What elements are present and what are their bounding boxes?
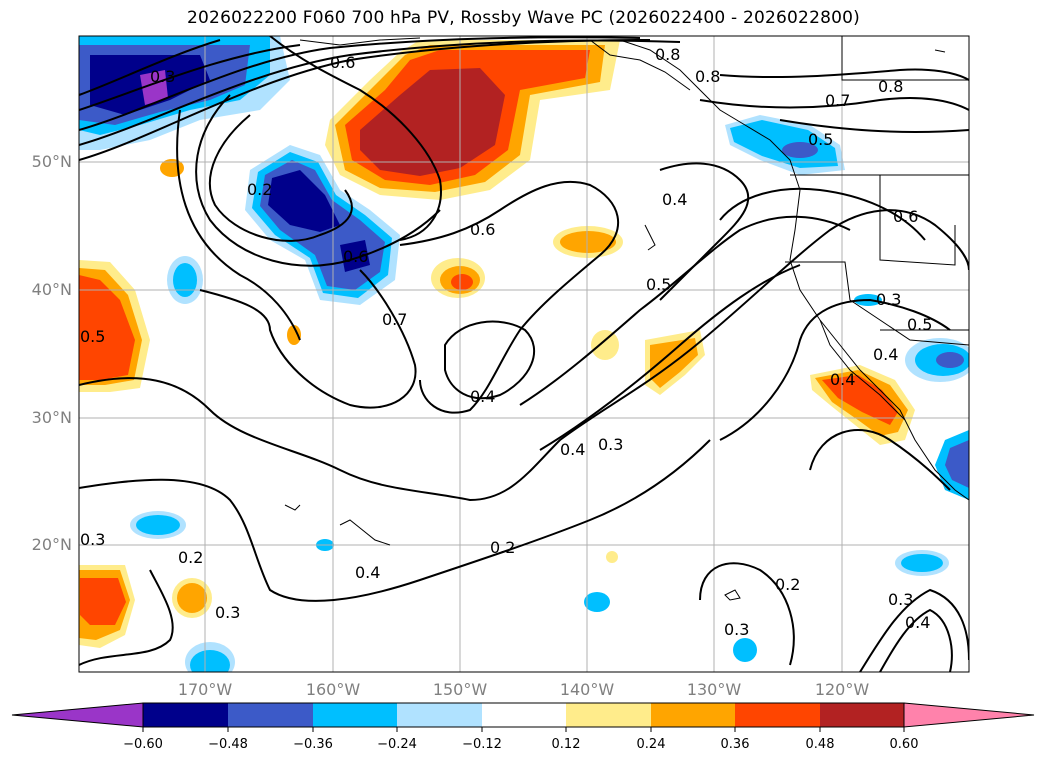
contour-label: 0.3 (215, 603, 240, 622)
colorbar-tick-label: −0.36 (293, 737, 333, 752)
contour-label: 0.5 (646, 275, 671, 294)
contour-label: 0.6 (893, 207, 918, 226)
colorbar-segment (11, 702, 144, 728)
colorbar-segment (228, 703, 313, 727)
contour-label: 0.2 (775, 575, 800, 594)
contour-label: 0.3 (724, 620, 749, 639)
contour-labels: 0.6 0.8 0.7 0.8 0.5 0.4 0.6 0.2 0.6 0.7 … (80, 45, 932, 639)
colorbar-tick-label: 0.36 (720, 737, 750, 752)
colorbar-tick-label: −0.48 (208, 737, 248, 752)
contour-label: 0.4 (905, 613, 930, 632)
contour-label: 0.8 (695, 67, 720, 86)
contour-lines (79, 36, 969, 672)
lat-label: 40°N (31, 280, 72, 299)
contour-label: 0.7 (825, 91, 850, 110)
colorbar-segment (651, 703, 735, 727)
contour-label: 0.3 (80, 530, 105, 549)
contour-label: 0.3 (888, 590, 913, 609)
contour-label: 0.5 (907, 315, 932, 334)
contour-label: 0.5 (808, 130, 833, 149)
lon-label: 140°W (559, 680, 615, 699)
contour-label: 0.3 (876, 290, 901, 309)
contour-label: 0.4 (662, 190, 687, 209)
lon-label: 160°W (305, 680, 361, 699)
colorbar-tick-label: −0.12 (462, 737, 502, 752)
contour-label: 0.6 (343, 247, 368, 266)
colorbar-tick-label: −0.60 (123, 737, 163, 752)
contour-label: 0.4 (470, 387, 495, 406)
contour-label: 0.7 (382, 310, 407, 329)
lon-label: 130°W (686, 680, 742, 699)
colorbar-segment (482, 703, 566, 727)
colorbar-segment (903, 702, 1035, 728)
lat-label: 30°N (31, 408, 72, 427)
contour-label: 0.2 (247, 180, 272, 199)
contour-label: 0.5 (80, 327, 105, 346)
lon-label: 120°W (814, 680, 870, 699)
contour-label: 0.4 (560, 440, 585, 459)
contour-label: 0.3 (598, 435, 623, 454)
colorbar-segment (313, 703, 397, 727)
contour-label: 0.4 (873, 345, 898, 364)
contour-label: 0.2 (178, 548, 203, 567)
lon-label: 170°W (177, 680, 233, 699)
map-title: 2026022200 F060 700 hPa PV, Rossby Wave … (187, 8, 860, 28)
lat-label: 50°N (31, 152, 72, 171)
colorbar-tick-label: 0.60 (889, 737, 919, 752)
map-frame (78, 35, 970, 673)
contour-label: 0.8 (878, 77, 903, 96)
contour-label: 0.4 (830, 370, 855, 389)
colorbar-segment (566, 703, 651, 727)
colorbar-segment (143, 703, 228, 727)
contour-label: 0.8 (655, 45, 680, 64)
colorbar-segment (397, 703, 482, 727)
colorbar-segment (820, 703, 904, 727)
contour-label: 0.6 (470, 220, 495, 239)
contour-label: 0.2 (490, 538, 515, 557)
coastlines (284, 36, 969, 601)
colorbar-tick-label: 0.12 (551, 737, 581, 752)
colorbar-tick-label: 0.48 (805, 737, 835, 752)
contour-label: 0.4 (355, 563, 380, 582)
contour-label: 0.3 (150, 67, 175, 86)
colorbar (11, 702, 1035, 732)
lon-label: 150°W (432, 680, 488, 699)
lat-label: 20°N (31, 535, 72, 554)
colorbar-segment (735, 703, 820, 727)
colorbar-tick-label: −0.24 (377, 737, 417, 752)
contour-label: 0.6 (330, 53, 355, 72)
colorbar-tick-label: 0.24 (636, 737, 666, 752)
